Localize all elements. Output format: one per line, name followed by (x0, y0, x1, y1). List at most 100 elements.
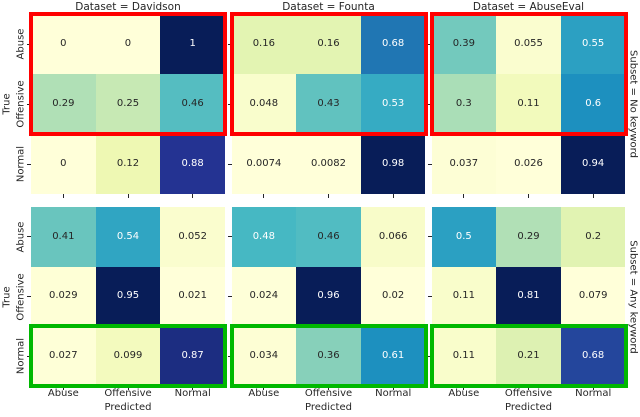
heatmap-cell: 0.02 (360, 266, 426, 327)
x-axis-label: Predicted (104, 402, 152, 413)
y-axis-tick (427, 236, 432, 238)
heatmap-cell: 0.39 (431, 14, 497, 74)
heatmap-cell: 0.0082 (296, 134, 361, 194)
y-tick-label: Normal (15, 145, 27, 183)
x-tick-label: Offensive (104, 388, 152, 399)
x-axis-tick (528, 386, 529, 390)
y-axis-tick (427, 163, 432, 165)
x-axis-tick (192, 194, 194, 198)
heatmap-cell: 0.099 (95, 326, 161, 386)
x-axis-tick (127, 194, 129, 198)
y-axis-tick (27, 296, 31, 297)
heatmap-founta-any-keyword: 0.48 0.46 0.066 0.024 0.96 0.02 0.034 0.36 0.61 (227, 207, 428, 390)
heatmap-davidson-no-keyword: 0 0 1 0.29 0.25 0.46 0 0.12 0.88 (27, 12, 227, 198)
heatmap-cell: 0.0074 (231, 134, 297, 194)
heatmap-cell: 0.11 (496, 74, 561, 134)
heatmap-cell: 0.037 (431, 134, 497, 194)
heatmap-cell: 0.055 (496, 14, 561, 74)
x-axis-tick (528, 194, 529, 198)
heatmap-cell: 0.36 (296, 326, 361, 386)
heatmap-cell: 1 (160, 14, 225, 74)
heatmap-cell: 0.48 (231, 207, 297, 267)
heatmap-cell: 0.21 (496, 326, 561, 386)
heatmap-cell: 0.024 (231, 266, 297, 327)
heatmap-cell: 0.029 (31, 266, 96, 327)
y-tick-label: Offensive (15, 272, 27, 321)
heatmap-cell: 0 (31, 14, 96, 74)
heatmap-cell: 0.46 (296, 207, 361, 267)
heatmap-cell: 0.88 (160, 134, 225, 194)
heatmap-cell: 0 (95, 14, 161, 74)
heatmap-cell: 0.11 (431, 326, 497, 386)
y-axis-tick (227, 103, 232, 105)
heatmap-founta-no-keyword: 0.16 0.16 0.68 0.048 0.43 0.53 0.0074 0.0082 0.9… (227, 12, 428, 198)
y-axis-tick (27, 163, 31, 165)
heatmap-cell: 0.61 (360, 326, 426, 386)
x-axis-label: Predicted (505, 402, 552, 413)
x-axis-label: Predicted (305, 402, 352, 413)
y-axis-tick (27, 43, 31, 45)
y-tick-label: Normal (15, 337, 27, 375)
heatmap-cell: 0.11 (431, 266, 497, 327)
heatmap-cell: 0.16 (231, 14, 297, 74)
x-axis-tick (592, 386, 594, 390)
x-axis-tick (328, 386, 329, 390)
y-axis-tick (427, 43, 432, 45)
heatmap-abuseeval-no-keyword: 0.39 0.055 0.55 0.3 0.11 0.6 0.037 0.026 0.94 (427, 12, 628, 198)
y-tick-label: Abuse (15, 28, 27, 60)
y-axis-tick (27, 355, 31, 357)
y-axis-tick (427, 355, 432, 357)
y-axis-tick (427, 103, 432, 105)
y-axis-tick (227, 296, 232, 297)
facet-row-title: Subset = Any keyword (627, 239, 638, 354)
y-axis-tick (27, 236, 31, 238)
facet-column-title: Dataset = AbuseEval (472, 1, 585, 13)
heatmap-davidson-any-keyword: 0.41 0.54 0.052 0.029 0.95 0.021 0.027 0.099 0.8… (27, 207, 227, 390)
heatmap-cell: 0.98 (360, 134, 426, 194)
x-tick-label: Offensive (504, 388, 553, 399)
heatmap-cell: 0.68 (560, 326, 626, 386)
heatmap-cell: 0.079 (560, 266, 626, 327)
heatmap-cell: 0.81 (496, 266, 561, 327)
heatmap-cell: 0.54 (95, 207, 161, 267)
x-axis-tick (463, 194, 465, 198)
x-axis-tick (392, 194, 394, 198)
heatmap-abuseeval-any-keyword: 0.5 0.29 0.2 0.11 0.81 0.079 0.11 0.21 0.68 (427, 207, 628, 390)
heatmap-cell: 0.68 (360, 14, 426, 74)
heatmap-cell: 0.6 (560, 74, 626, 134)
y-axis-label: True (1, 93, 13, 115)
heatmap-cell: 0.026 (496, 134, 561, 194)
x-tick-label: Normal (375, 388, 412, 399)
x-axis-tick (328, 194, 329, 198)
x-tick-label: Abuse (248, 388, 280, 399)
facet-row-title: Subset = No keyword (627, 50, 638, 158)
heatmap-cell: 0.16 (296, 14, 361, 74)
heatmap-cell: 0.41 (31, 207, 96, 267)
heatmap-cell: 0.052 (160, 207, 225, 267)
heatmap-cell: 0.027 (31, 326, 96, 386)
heatmap-cell: 0.2 (560, 207, 626, 267)
heatmap-cell: 0.12 (95, 134, 161, 194)
x-axis-tick (592, 194, 594, 198)
heatmap-cell: 0.29 (496, 207, 561, 267)
heatmap-cell: 0.95 (95, 266, 161, 327)
heatmap-cell: 0.021 (160, 266, 225, 327)
y-axis-tick (227, 355, 232, 357)
x-axis-tick (192, 386, 194, 390)
heatmap-cell: 0.53 (360, 74, 426, 134)
y-axis-tick (227, 163, 232, 165)
y-axis-tick (227, 43, 232, 45)
y-axis-tick (227, 236, 232, 238)
x-axis-tick (392, 386, 394, 390)
facet-column-title: Dataset = Davidson (75, 1, 181, 13)
heatmap-cell: 0.55 (560, 14, 626, 74)
heatmap-cell: 0.5 (431, 207, 497, 267)
heatmap-cell: 0.29 (31, 74, 96, 134)
x-axis-tick (62, 386, 64, 390)
heatmap-cell: 0.048 (231, 74, 297, 134)
heatmap-cell: 0.46 (160, 74, 225, 134)
heatmap-cell: 0.066 (360, 207, 426, 267)
heatmap-cell: 0.25 (95, 74, 161, 134)
x-tick-label: Normal (174, 388, 211, 399)
